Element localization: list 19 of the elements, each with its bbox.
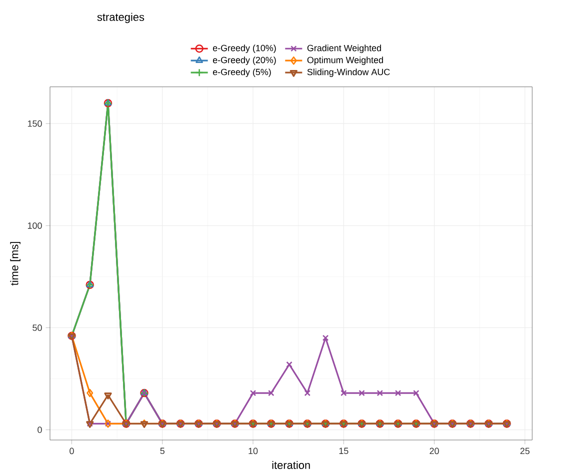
y-tick-label: 100 [28, 222, 42, 229]
x-tick-label: 10 [248, 448, 258, 454]
x-tick-label: 15 [339, 448, 348, 454]
x-tick-label: 20 [430, 448, 439, 454]
legend-label: e-Greedy (20%) [212, 56, 276, 65]
legend-label: Sliding-Window AUC [307, 68, 390, 77]
legend-title: strategies [97, 12, 144, 24]
x-tick-label: 0 [70, 448, 74, 454]
y-tick-label: 50 [32, 324, 42, 331]
y-tick-label: 150 [28, 120, 42, 127]
y-tick-label: 0 [38, 426, 42, 433]
x-tick-label: 25 [520, 448, 530, 454]
y-axis-title: time [ms] [10, 242, 20, 286]
legend-label: e-Greedy (10%) [212, 44, 276, 53]
legend-label: Optimum Weighted [307, 56, 383, 65]
legend-label: Gradient Weighted [307, 44, 381, 53]
x-axis-title: iteration [272, 460, 310, 470]
legend-label: e-Greedy (5%) [212, 68, 271, 77]
x-tick-label: 5 [160, 448, 164, 454]
